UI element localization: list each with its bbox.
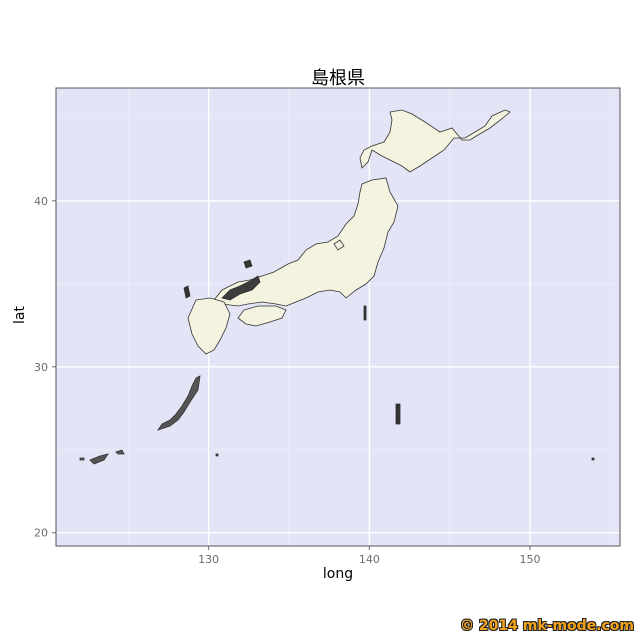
y-axis-ticks: 20 30 40: [34, 195, 56, 540]
tsushima-island: [183, 285, 191, 299]
y-tick-label: 30: [34, 361, 48, 374]
y-tick-label: 20: [34, 527, 48, 540]
x-axis-label: long: [322, 566, 354, 582]
hokkaido-region: [359, 109, 511, 173]
x-tick-label: 150: [520, 553, 541, 566]
panel-border: [55, 87, 621, 547]
y-axis-label: lat: [12, 306, 28, 324]
ryukyu-islands: [157, 375, 201, 431]
x-tick-label: 140: [359, 553, 380, 566]
yonaguni-island: [79, 457, 85, 461]
ogasawara-islands: [395, 403, 401, 425]
izu-islands: [363, 305, 367, 321]
y-tick-label: 40: [34, 195, 48, 208]
plot-title: 島根県: [311, 68, 365, 89]
shikoku-region: [237, 305, 287, 327]
kyushu-region: [187, 297, 231, 355]
yaeyama-islands: [89, 453, 109, 465]
oki-islands: [243, 259, 253, 269]
japan-landmass: [79, 109, 595, 465]
sado-island: [333, 239, 345, 251]
x-axis-ticks: 130 140 150: [198, 546, 541, 566]
honshu-region: [213, 177, 399, 307]
copyright-watermark: © 2014 mk-mode.com: [460, 618, 634, 634]
miyako-islands: [115, 449, 125, 455]
okinotorishima: [215, 453, 219, 457]
shimane-prefecture: [221, 275, 261, 301]
major-gridlines: [56, 88, 620, 546]
minamitorishima: [591, 457, 595, 461]
plot-panel: [56, 88, 620, 546]
x-tick-label: 130: [198, 553, 219, 566]
